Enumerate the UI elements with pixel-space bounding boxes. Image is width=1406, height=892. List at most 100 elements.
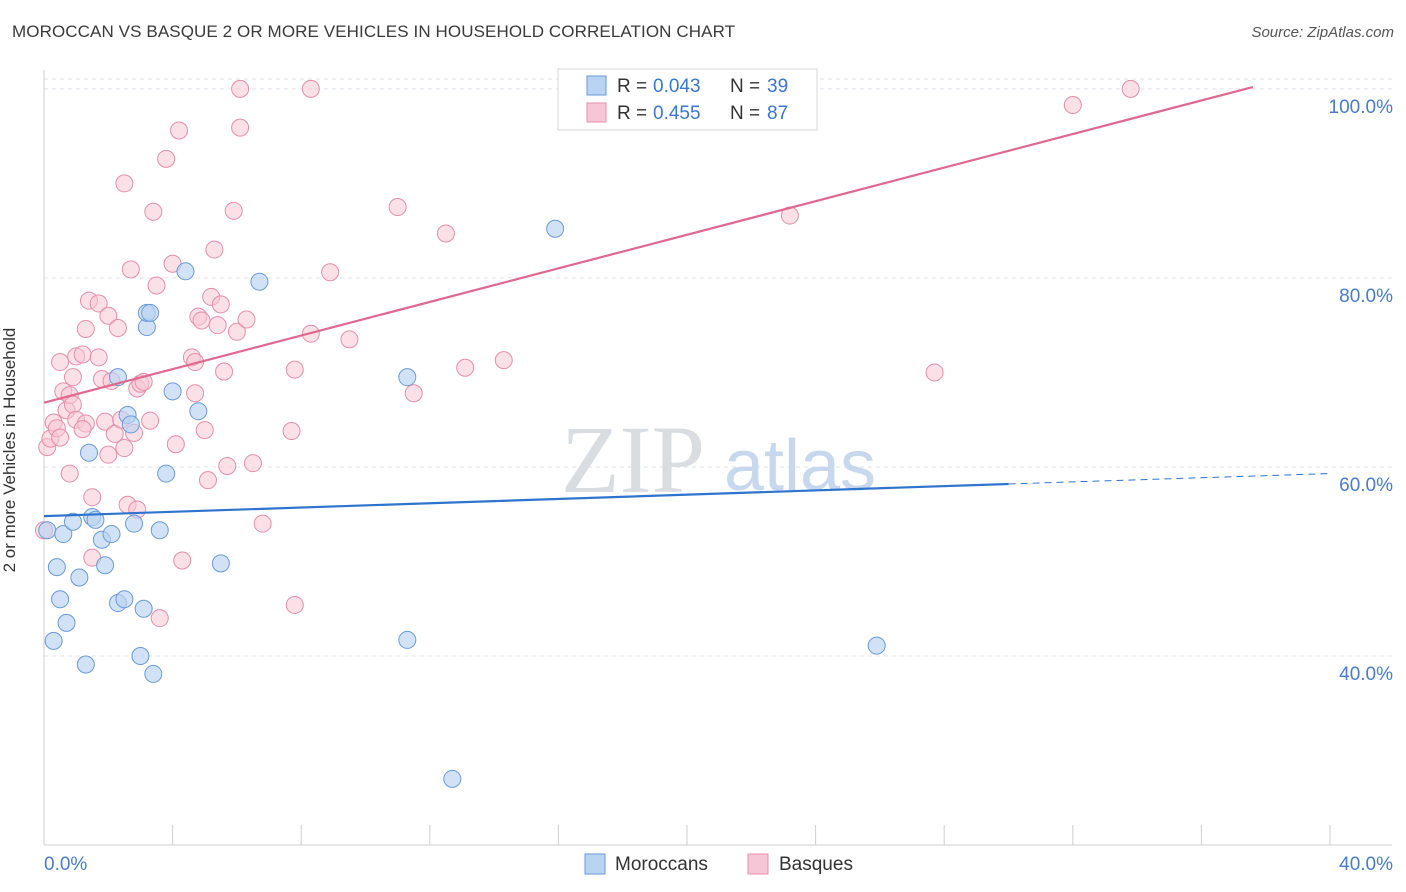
basque-point	[89, 294, 108, 313]
basque-point	[73, 345, 92, 364]
legend-swatch-basques	[586, 102, 607, 123]
moroccan-point	[176, 262, 195, 281]
basque-point	[147, 276, 166, 295]
moroccan-point	[54, 525, 73, 544]
legend-r-value-2: 0.455	[653, 103, 701, 124]
basque-point	[115, 439, 134, 458]
moroccan-point	[96, 556, 115, 575]
basque-point	[76, 319, 95, 338]
moroccan-point	[38, 521, 57, 540]
moroccan-point	[141, 303, 160, 322]
y-tick-label: 80.0%	[1339, 286, 1393, 307]
moroccan-point	[125, 514, 144, 533]
source-label: Source: ZipAtlas.com	[1251, 24, 1394, 41]
moroccan-point	[150, 521, 169, 540]
legend-n-label-1: N =	[730, 76, 760, 97]
moroccan-point	[44, 631, 63, 650]
basque-point	[144, 202, 163, 221]
bottom-legend-swatch-basques	[747, 853, 769, 875]
basque-point	[494, 351, 513, 370]
y-axis-label-text: 2 or more Vehicles in Household	[0, 327, 19, 573]
bottom-legend-moroccans: Moroccans	[615, 854, 708, 875]
basque-point	[925, 363, 944, 382]
basque-point	[215, 362, 234, 381]
legend: R = 0.043 N = 39 R = 0.455 N = 87	[557, 68, 818, 131]
bottom-legend-basques: Basques	[779, 854, 853, 875]
basque-point	[282, 422, 301, 441]
basque-point	[224, 201, 243, 220]
basque-point	[1121, 79, 1140, 98]
moroccan-point	[398, 630, 417, 649]
basque-point	[208, 316, 227, 335]
basque-point	[285, 360, 304, 379]
basque-point	[63, 395, 82, 414]
basque-point	[173, 551, 192, 570]
basque-point	[192, 311, 211, 330]
basque-point	[150, 609, 169, 628]
basque-point	[231, 118, 250, 137]
basque-point	[99, 445, 118, 464]
watermark-atlas: atlas	[724, 426, 876, 506]
legend-r-label-2: R =	[617, 103, 647, 124]
legend-r-value-1: 0.043	[653, 76, 701, 97]
basque-point	[456, 358, 475, 377]
basque-point	[83, 488, 102, 507]
moroccan-point	[115, 590, 134, 609]
legend-r-label-1: R =	[617, 76, 647, 97]
y-tick-label: 100.0%	[1329, 97, 1394, 118]
basque-point	[243, 454, 262, 473]
basque-point	[227, 322, 246, 341]
moroccan-point	[443, 769, 462, 788]
y-tick-label: 60.0%	[1339, 475, 1393, 496]
basque-point	[301, 79, 320, 98]
basque-point	[340, 330, 359, 349]
basque-point	[157, 149, 176, 168]
x-tick-label-max: 40.0%	[1339, 854, 1393, 875]
basque-point	[115, 174, 134, 193]
moroccan-point	[250, 272, 269, 291]
moroccan-point	[76, 655, 95, 674]
basque-point	[231, 79, 250, 98]
basque-point	[198, 471, 217, 490]
basque-point	[166, 435, 185, 454]
legend-swatch-moroccans	[586, 75, 607, 96]
basque-point	[186, 384, 205, 403]
y-tick-label: 40.0%	[1339, 664, 1393, 685]
basque-point	[121, 260, 140, 279]
moroccan-point	[134, 599, 153, 618]
basque-point	[404, 384, 423, 403]
moroccan-point	[47, 558, 66, 577]
moroccan-point	[144, 664, 163, 683]
moroccan-point	[163, 382, 182, 401]
moroccan-point	[57, 613, 76, 632]
basque-point	[60, 464, 79, 483]
basque-point	[51, 353, 70, 372]
moroccan-point	[121, 415, 140, 434]
moroccan-point	[398, 368, 417, 387]
basque-point	[141, 411, 160, 430]
moroccan-point	[80, 443, 99, 462]
moroccan-point	[211, 554, 230, 573]
basque-point	[99, 306, 118, 325]
basque-point	[388, 198, 407, 217]
basque-point	[253, 514, 272, 533]
basque-point	[436, 224, 455, 243]
basque-point	[63, 368, 82, 387]
basque-trend-line	[43, 85, 1254, 404]
basque-point	[205, 240, 224, 259]
basque-point	[89, 348, 108, 367]
moroccan-trend-extension	[1008, 473, 1331, 485]
moroccan-point	[157, 464, 176, 483]
legend-n-value-2: 87	[767, 103, 788, 124]
basque-point	[1063, 95, 1082, 114]
basque-point	[73, 420, 92, 439]
legend-n-label-2: N =	[730, 103, 760, 124]
basque-point	[218, 457, 237, 476]
basque-point	[51, 428, 70, 447]
basque-point	[108, 319, 127, 338]
moroccan-point	[51, 590, 70, 609]
chart-title: MOROCCAN VS BASQUE 2 OR MORE VEHICLES IN…	[12, 22, 736, 41]
moroccan-point	[63, 512, 82, 531]
basque-point	[195, 421, 214, 440]
